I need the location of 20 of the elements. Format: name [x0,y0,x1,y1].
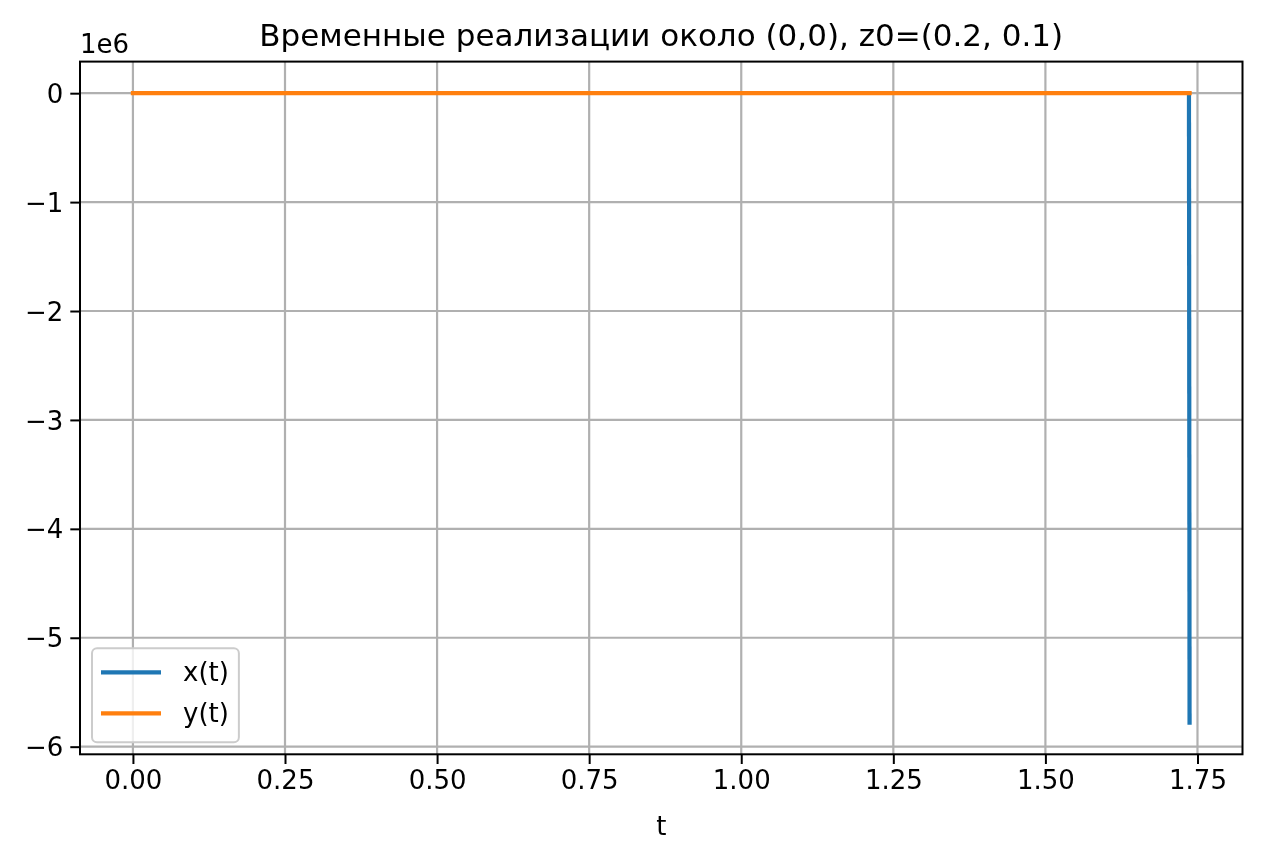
x-tick-label: 0.00 [104,765,163,796]
y-tick-label: −2 [24,296,64,327]
x-tick-label: 0.75 [560,765,619,796]
x-tick-label: 1.50 [1016,765,1075,796]
y-tick-label: −1 [24,187,64,218]
legend-label: x(t) [183,657,229,688]
chart-title: Временные реализации около (0,0), z0=(0.2, 0.1) [259,17,1064,53]
y-tick-label: −3 [24,405,64,436]
x-tick-label: 1.75 [1169,765,1227,796]
y-tick-label: 0 [46,78,64,109]
y-tick-label: −5 [24,623,64,654]
x-tick-label: 0.25 [256,765,315,796]
y-tick-label: −4 [24,514,64,545]
y-tick-label: −6 [24,732,64,763]
x-tick-label: 0.50 [408,765,467,796]
text: 1e6 [80,28,130,59]
x-tick-label: 1.25 [864,765,923,796]
x-axis-title: t [656,811,667,841]
legend-label: y(t) [183,698,229,729]
x-tick-label: 1.00 [712,765,771,796]
